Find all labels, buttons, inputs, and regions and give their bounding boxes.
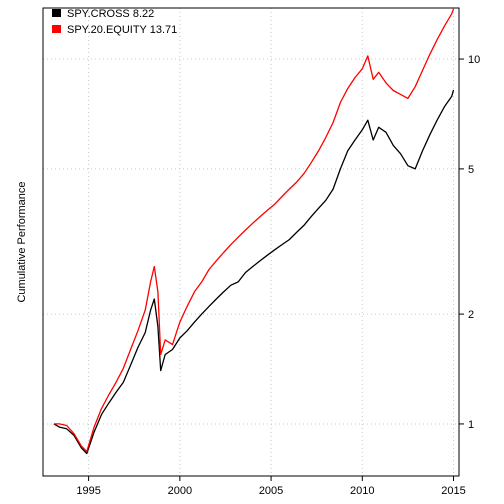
y-axis-title: Cumulative Performance: [16, 181, 28, 302]
x-tick-label: 2010: [350, 485, 374, 497]
y-tick-label: 2: [468, 309, 474, 321]
series-lines: [53, 8, 455, 455]
y-axis: 1 2 5 10: [459, 54, 480, 431]
x-tick-label: 2015: [441, 485, 465, 497]
y-tick-label: 5: [468, 164, 474, 176]
legend-label-spy-cross: SPY.CROSS 8.22: [67, 8, 154, 20]
x-tick-label: 2005: [259, 485, 283, 497]
legend-label-spy-20-equity: SPY.20.EQUITY 13.71: [67, 24, 177, 36]
x-tick-label: 2000: [168, 485, 192, 497]
legend-swatch-spy-20-equity: [52, 25, 61, 33]
x-tick-label: 1995: [76, 485, 100, 497]
series-line-spy-20-equity: [53, 8, 455, 453]
plot-frame: [42, 7, 460, 477]
series-line-spy-cross: [53, 89, 455, 455]
x-axis: 1995 2000 2005 2010 2015: [76, 476, 466, 497]
legend: SPY.CROSS 8.22 SPY.20.EQUITY 13.71: [52, 8, 177, 36]
grid-lines: [43, 8, 459, 476]
y-tick-label: 1: [468, 419, 474, 431]
y-tick-label: 10: [468, 54, 480, 66]
legend-swatch-spy-cross: [52, 9, 61, 17]
